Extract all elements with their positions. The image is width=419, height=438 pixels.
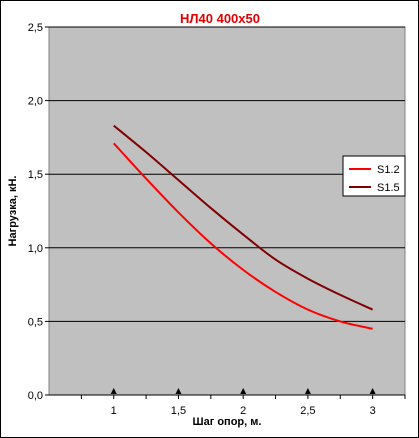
plot-area [48, 26, 406, 396]
y-tick-label-5: 2,5 [28, 22, 43, 34]
legend-box [342, 155, 406, 197]
legend: S1.2 S1.5 [342, 155, 406, 197]
legend-label-0: S1.2 [377, 164, 400, 176]
series-layer [112, 124, 374, 330]
x-axis-title: Шаг опор, м. [193, 416, 262, 428]
y-tick-label-2: 1,0 [28, 243, 43, 255]
legend-label-1: S1.5 [377, 182, 400, 194]
y-tick-label-1: 0,5 [28, 316, 43, 328]
x-tick-marker-4 [369, 388, 376, 394]
x-tick-marker-0 [110, 388, 117, 394]
y-axis: 0,0 0,5 1,0 1,5 2,0 2,5 [28, 22, 49, 402]
x-tick-label-2: 2 [240, 405, 246, 417]
gridlines [49, 26, 405, 322]
chart-title: НЛ40 400х50 [180, 11, 260, 26]
y-axis-title: Нагрузка, кН. [7, 176, 19, 247]
x-tick-marker-3 [304, 388, 311, 394]
x-tick-marker-1 [175, 388, 182, 394]
x-tick-label-1: 1,5 [171, 405, 186, 417]
x-tick-label-0: 1 [111, 405, 117, 417]
series-line-0 [112, 142, 373, 330]
x-axis: 1 1,5 2 2,5 3 [49, 388, 406, 417]
x-tick-marker-2 [240, 388, 247, 394]
y-tick-label-4: 2,0 [28, 96, 43, 108]
x-tick-label-4: 3 [370, 405, 376, 417]
y-tick-label-3: 1,5 [28, 169, 43, 181]
y-tick-label-0: 0,0 [28, 390, 43, 402]
series-line-1 [113, 124, 374, 311]
x-tick-label-3: 2,5 [300, 405, 315, 417]
